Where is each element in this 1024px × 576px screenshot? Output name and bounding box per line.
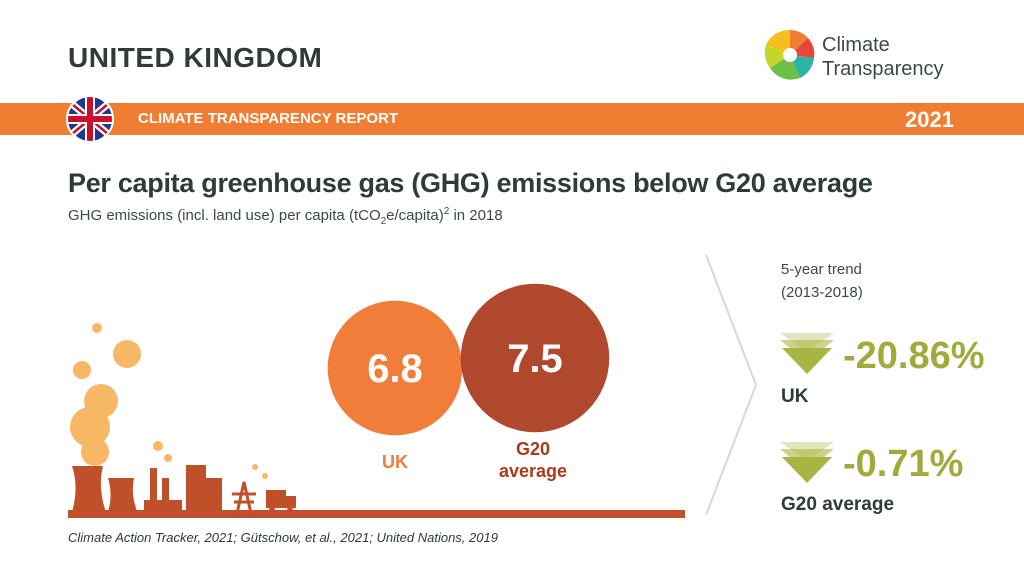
divider bbox=[705, 254, 758, 516]
trend-name: G20 average bbox=[781, 494, 895, 515]
trend-heading: 5-year trend (2013-2018) bbox=[781, 261, 863, 301]
year: 2021 bbox=[905, 107, 954, 132]
trend-name: UK bbox=[781, 386, 809, 407]
source: Climate Action Tracker, 2021; Gütschow, … bbox=[68, 530, 498, 545]
report-label: CLIMATE TRANSPARENCY REPORT bbox=[138, 110, 399, 127]
superscript: 2 bbox=[443, 206, 450, 217]
trend-value: -20.86% bbox=[843, 335, 985, 377]
subtitle: GHG emissions (incl. land use) per capit… bbox=[68, 206, 503, 227]
bubble-value: 7.5 bbox=[507, 337, 563, 381]
subscript: 2 bbox=[380, 216, 387, 227]
smoke bbox=[70, 323, 268, 479]
bubble-label: G20 average bbox=[498, 439, 568, 481]
logo-icon bbox=[764, 29, 815, 80]
subtitle-text: in 2018 bbox=[449, 207, 503, 224]
subtitle-text: e/capita) bbox=[386, 207, 444, 224]
logo-text: Climate bbox=[822, 34, 890, 56]
subtitle-text: GHG emissions (incl. land use) per capit… bbox=[68, 207, 381, 224]
bubble bbox=[327, 300, 463, 436]
bubble-value: 6.8 bbox=[367, 347, 423, 391]
title: Per capita greenhouse gas (GHG) emission… bbox=[68, 168, 873, 198]
trend-icons bbox=[780, 333, 834, 483]
logo-text: Transparency bbox=[822, 58, 944, 80]
banner-bar bbox=[0, 103, 1024, 135]
country: UNITED KINGDOM bbox=[68, 42, 323, 73]
trend-value: -0.71% bbox=[843, 443, 964, 485]
bubble-label: UK bbox=[382, 452, 408, 472]
flag bbox=[66, 95, 114, 143]
factory bbox=[68, 465, 685, 519]
bubble bbox=[460, 283, 610, 433]
